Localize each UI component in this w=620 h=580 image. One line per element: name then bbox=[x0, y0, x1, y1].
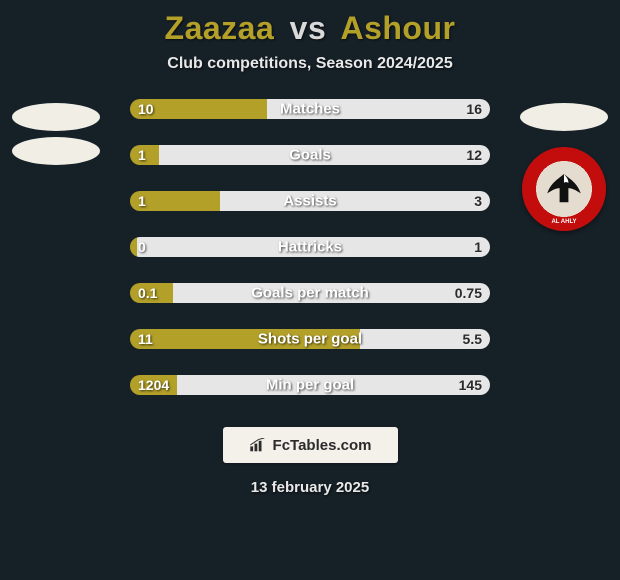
stat-row: 1204 Min per goal 145 bbox=[130, 375, 490, 395]
stats-bars: 10Matches161Goals121Assists30Hattricks10… bbox=[130, 95, 490, 395]
stat-label: Matches bbox=[280, 101, 340, 118]
stat-row: 0.1 Goals per match 0.75 bbox=[130, 283, 490, 303]
stat-right-value: 3 bbox=[474, 193, 482, 209]
brand-text: FcTables.com bbox=[273, 437, 372, 454]
stat-right-value: 12 bbox=[466, 147, 482, 163]
player2-column: AL AHLY bbox=[514, 95, 614, 231]
footer-date: 13 february 2025 bbox=[251, 479, 369, 496]
comparison-title: Zaazaa vs Ashour bbox=[165, 10, 456, 47]
stat-label: Assists bbox=[283, 193, 336, 210]
player2-name: Ashour bbox=[340, 10, 455, 46]
player1-photo-placeholder bbox=[12, 103, 100, 131]
stat-left-value: 1 bbox=[138, 147, 146, 163]
brand-badge: FcTables.com bbox=[223, 427, 398, 463]
eagle-icon bbox=[542, 167, 586, 211]
stat-right-value: 16 bbox=[466, 101, 482, 117]
stat-label: Goals bbox=[289, 147, 331, 164]
stat-row: 1 Goals 12 bbox=[130, 145, 490, 165]
stat-row: 11 Shots per goal 5.5 bbox=[130, 329, 490, 349]
stat-left-value: 1204 bbox=[138, 377, 169, 393]
subtitle: Club competitions, Season 2024/2025 bbox=[167, 55, 452, 73]
club-ring-text: AL AHLY bbox=[522, 219, 606, 225]
stat-label: Shots per goal bbox=[258, 331, 362, 348]
player1-name: Zaazaa bbox=[165, 10, 275, 46]
stat-label: Min per goal bbox=[266, 377, 354, 394]
player2-club-badge: AL AHLY bbox=[522, 147, 606, 231]
stat-row: 1 Assists 3 bbox=[130, 191, 490, 211]
stat-left-value: 10 bbox=[138, 101, 154, 117]
brand-chart-icon bbox=[249, 438, 267, 452]
title-vs: vs bbox=[290, 10, 327, 46]
stat-right-value: 5.5 bbox=[463, 331, 482, 347]
stat-left-value: 0.1 bbox=[138, 285, 157, 301]
stat-label: Hattricks bbox=[278, 239, 342, 256]
stat-left-value: 11 bbox=[138, 331, 153, 347]
stat-row: 10 Matches 16 bbox=[130, 99, 490, 119]
bar-segment-right bbox=[220, 191, 490, 211]
stat-right-value: 145 bbox=[459, 377, 482, 393]
stat-right-value: 0.75 bbox=[455, 285, 482, 301]
player2-photo-placeholder bbox=[520, 103, 608, 131]
stat-right-value: 1 bbox=[474, 239, 482, 255]
stat-label: Goals per match bbox=[251, 285, 369, 302]
player1-club-placeholder bbox=[12, 137, 100, 165]
player1-column bbox=[6, 95, 106, 165]
stat-left-value: 0 bbox=[138, 239, 146, 255]
main-row: 10Matches161Goals121Assists30Hattricks10… bbox=[0, 95, 620, 395]
bar-segment-left bbox=[130, 237, 137, 257]
stat-left-value: 1 bbox=[138, 193, 146, 209]
stat-row: 0 Hattricks 1 bbox=[130, 237, 490, 257]
